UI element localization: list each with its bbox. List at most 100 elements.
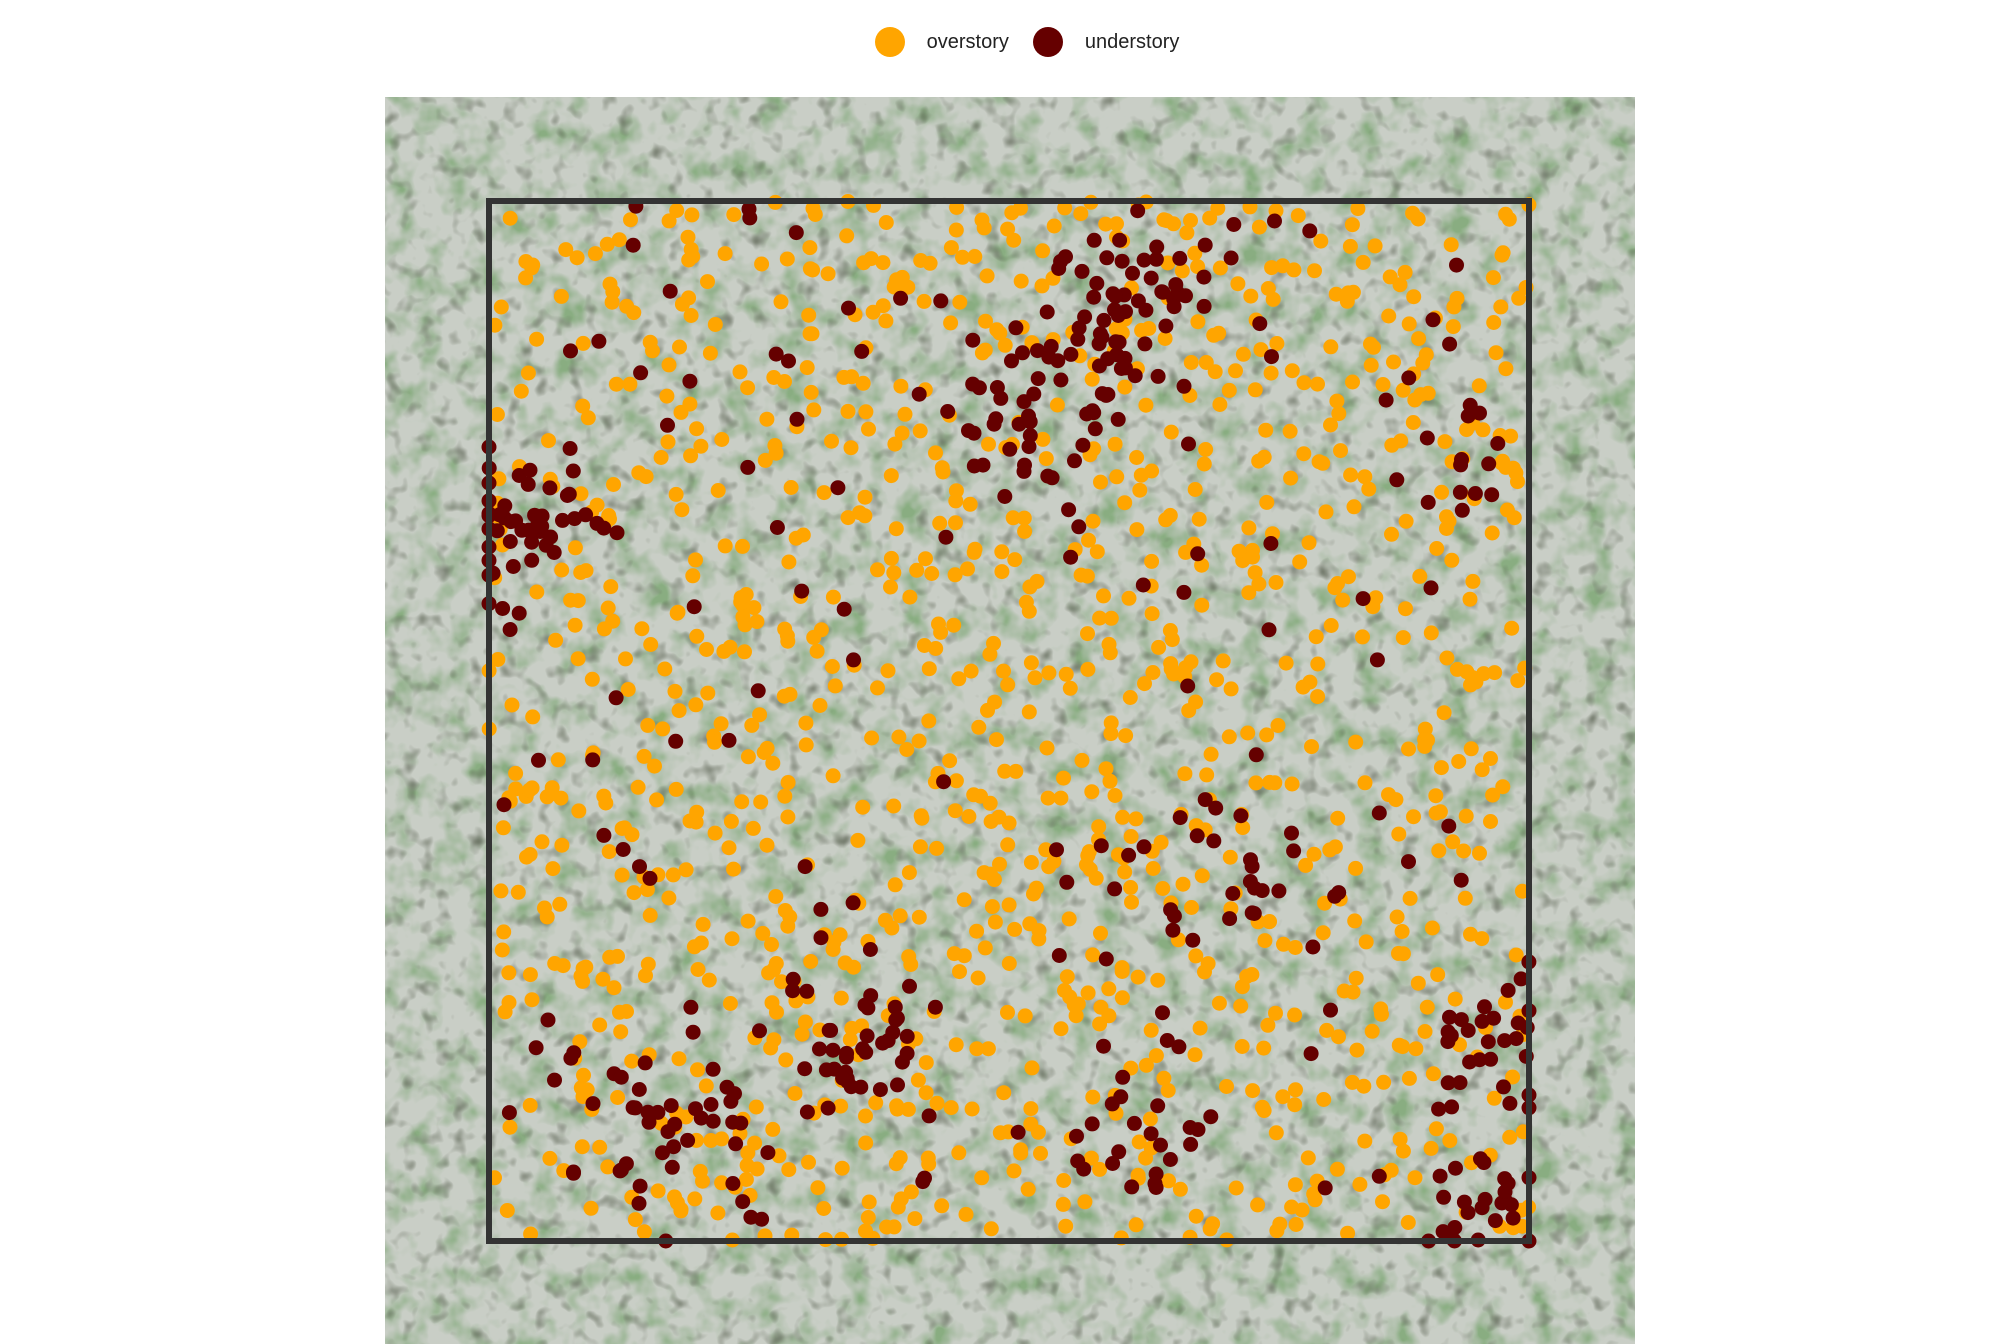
point-overstory-506	[726, 207, 742, 223]
point-overstory-427	[606, 477, 621, 492]
point-overstory-179	[1284, 363, 1300, 379]
point-understory-376	[728, 1136, 744, 1152]
point-overstory-962	[1102, 645, 1118, 661]
point-overstory-642	[766, 370, 782, 385]
point-overstory-440	[970, 970, 986, 986]
legend-item-overstory: overstory	[874, 27, 1011, 57]
point-overstory-843	[1436, 705, 1452, 721]
point-overstory-774	[1411, 331, 1427, 347]
point-overstory-418	[839, 228, 855, 244]
point-overstory-495	[1000, 1004, 1015, 1020]
point-overstory-944	[912, 839, 928, 855]
point-understory-48	[502, 622, 518, 637]
point-overstory-1012	[1298, 857, 1314, 873]
point-understory-325	[1401, 854, 1416, 870]
point-overstory-577	[1203, 746, 1219, 762]
point-understory-104	[858, 1044, 874, 1060]
point-overstory-1029	[865, 304, 881, 320]
point-understory-207	[1158, 318, 1174, 334]
point-understory-110	[1440, 1075, 1456, 1091]
point-overstory-560	[596, 621, 612, 637]
point-overstory-1068	[1465, 573, 1481, 589]
point-understory-249	[1462, 1054, 1478, 1070]
point-overstory-1089	[567, 617, 583, 633]
point-overstory-98	[614, 867, 630, 883]
point-overstory-299	[780, 809, 796, 825]
point-understory-365	[566, 1045, 582, 1061]
point-overstory-583	[1093, 999, 1109, 1015]
point-understory-137	[660, 417, 675, 433]
point-overstory-444	[1013, 1145, 1029, 1161]
point-overstory-888	[1423, 625, 1439, 641]
point-overstory-162	[943, 240, 959, 256]
point-understory-300	[1113, 1089, 1129, 1105]
point-overstory-817	[1083, 1150, 1099, 1166]
point-overstory-420	[1000, 221, 1016, 237]
point-overstory-880	[749, 1161, 765, 1177]
point-understory-364	[631, 1082, 647, 1097]
point-overstory-300	[1344, 217, 1360, 233]
point-overstory-553	[883, 550, 899, 566]
point-overstory-54	[1357, 775, 1373, 791]
point-overstory-521	[1058, 666, 1074, 682]
point-overstory-119	[1053, 790, 1069, 806]
point-overstory-481	[735, 538, 750, 554]
point-overstory-110	[788, 530, 804, 546]
point-understory-351	[750, 683, 766, 699]
point-overstory-557	[1033, 1145, 1048, 1161]
aerial-shadow-layer	[385, 97, 1635, 1344]
point-understory-121	[1442, 336, 1458, 352]
point-overstory-773	[523, 1226, 539, 1242]
point-overstory-255	[801, 1154, 816, 1170]
point-understory-346	[705, 1061, 721, 1077]
point-overstory-337	[1130, 969, 1146, 985]
point-overstory-1056	[1413, 387, 1429, 403]
point-overstory-390	[1070, 996, 1086, 1012]
point-overstory-708	[856, 255, 872, 271]
point-understory-9	[940, 404, 956, 419]
point-overstory-112	[1348, 734, 1364, 750]
point-overstory-114	[1257, 933, 1273, 949]
point-overstory-438	[686, 939, 702, 955]
point-overstory-1031	[850, 832, 866, 848]
point-overstory-984	[984, 899, 1000, 915]
point-overstory-416	[659, 388, 675, 404]
point-understory-422	[547, 1072, 562, 1088]
point-understory-234	[789, 411, 805, 427]
point-overstory-896	[634, 621, 650, 637]
point-overstory-940	[1401, 1070, 1417, 1086]
point-overstory-740	[907, 1211, 923, 1227]
point-understory-214	[1063, 549, 1079, 565]
point-understory-438	[1016, 394, 1032, 410]
point-overstory-331	[1156, 212, 1172, 228]
point-understory-442	[1197, 237, 1213, 253]
point-overstory-651	[1484, 525, 1500, 541]
point-overstory-65	[1235, 820, 1251, 836]
point-overstory-156	[914, 810, 930, 826]
point-understory-369	[632, 859, 647, 875]
point-understory-319	[1111, 334, 1127, 350]
point-overstory-23	[1447, 991, 1463, 1007]
point-overstory-1033	[934, 1198, 950, 1214]
point-understory-251	[561, 486, 577, 502]
point-understory-7	[1030, 343, 1045, 359]
point-understory-205	[1093, 838, 1109, 854]
point-overstory-556	[1367, 238, 1383, 254]
point-overstory-37	[1038, 451, 1054, 467]
point-overstory-1078	[1085, 513, 1101, 529]
point-overstory-512	[1017, 1008, 1033, 1024]
point-understory-391	[836, 601, 852, 617]
point-understory-373	[839, 1045, 855, 1061]
point-overstory-389	[1142, 1111, 1158, 1127]
point-overstory-777	[1031, 931, 1047, 947]
point-overstory-63	[834, 1160, 850, 1176]
point-understory-98	[1500, 982, 1516, 998]
point-overstory-632	[1405, 205, 1421, 221]
point-understory-402	[1462, 397, 1478, 413]
point-overstory-1014	[501, 965, 517, 981]
point-overstory-94	[764, 995, 780, 1011]
point-understory-342	[1254, 883, 1270, 899]
point-understory-55	[936, 774, 952, 790]
point-overstory-934	[948, 515, 963, 531]
point-overstory-987	[1352, 1176, 1368, 1192]
